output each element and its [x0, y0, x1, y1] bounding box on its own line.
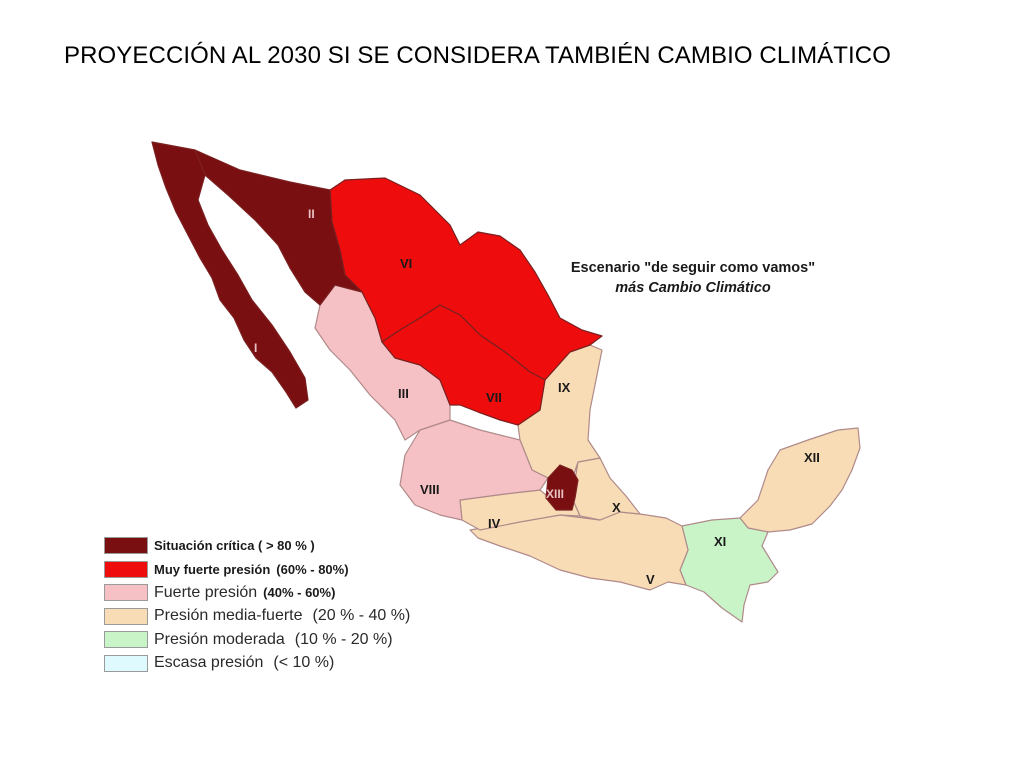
- region-label-xii: XII: [804, 450, 820, 465]
- region-label-ix: IX: [558, 380, 571, 395]
- region-label-vi: VI: [400, 256, 412, 271]
- legend-swatch-moderada: [104, 631, 148, 649]
- region-label-i: I: [254, 341, 257, 355]
- region-label-xi: XI: [714, 534, 726, 549]
- region-label-vii: VII: [486, 390, 502, 405]
- region-xi: [679, 517, 779, 623]
- legend-item-media-fuerte: Presión media-fuerte (20 % - 40 %): [104, 605, 410, 629]
- region-label-v: V: [646, 572, 655, 587]
- region-xiii: [545, 464, 579, 511]
- region-label-viii: VIII: [420, 482, 440, 497]
- legend-label-fuerte: Fuerte presión: [154, 583, 258, 601]
- legend-range-muy-fuerte: (60% - 80%): [276, 561, 349, 577]
- legend-swatch-media-fuerte: [104, 607, 148, 625]
- legend-label-moderada: Presión moderada: [154, 630, 285, 648]
- legend-item-moderada: Presión moderada (10 % - 20 %): [104, 628, 410, 652]
- region-vii: [381, 304, 546, 426]
- legend-swatch-fuerte: [104, 584, 148, 602]
- region-vi: [329, 177, 603, 381]
- legend-label-critica: Situación crítica ( > 80 % ): [154, 538, 315, 554]
- legend-range-fuerte: (40% - 60%): [263, 585, 336, 601]
- region-label-ii: II: [308, 207, 315, 221]
- region-ii: [194, 149, 363, 306]
- legend-range-moderada: (10 % - 20 %): [294, 630, 393, 648]
- legend: Situación crítica ( > 80 % ) Muy fuerte …: [104, 534, 410, 675]
- legend-range-escasa: (< 10 %): [273, 654, 335, 672]
- legend-swatch-escasa: [104, 654, 148, 672]
- scenario-line-1: Escenario "de seguir como vamos": [570, 260, 816, 276]
- region-label-xiii: XIII: [546, 487, 564, 501]
- slide-title: PROYECCIÓN AL 2030 SI SE CONSIDERA TAMBI…: [64, 42, 891, 69]
- region-label-x: X: [612, 500, 621, 515]
- scenario-line-2: más Cambio Climático: [615, 280, 771, 296]
- region-label-iv: IV: [488, 516, 501, 531]
- legend-item-muy-fuerte: Muy fuerte presión (60% - 80%): [104, 558, 410, 582]
- region-viii: [399, 419, 549, 521]
- legend-label-muy-fuerte: Muy fuerte presión: [154, 561, 271, 577]
- legend-item-critica: Situación crítica ( > 80 % ): [104, 534, 410, 558]
- region-ix: [517, 344, 603, 481]
- legend-item-escasa: Escasa presión (< 10 %): [104, 652, 410, 676]
- legend-label-escasa: Escasa presión: [154, 654, 264, 672]
- region-i: [151, 141, 309, 409]
- region-xii: [739, 427, 861, 533]
- legend-swatch-critica: [104, 537, 148, 555]
- legend-item-fuerte: Fuerte presión (40% - 60%): [104, 581, 410, 605]
- legend-label-media-fuerte: Presión media-fuerte: [154, 607, 303, 625]
- region-label-iii: III: [398, 386, 409, 401]
- region-x: [571, 457, 641, 521]
- legend-range-media-fuerte: (20 % - 40 %): [312, 607, 411, 625]
- legend-swatch-muy-fuerte: [104, 560, 148, 578]
- scenario-caption: Escenario "de seguir como vamos" más Cam…: [548, 258, 838, 298]
